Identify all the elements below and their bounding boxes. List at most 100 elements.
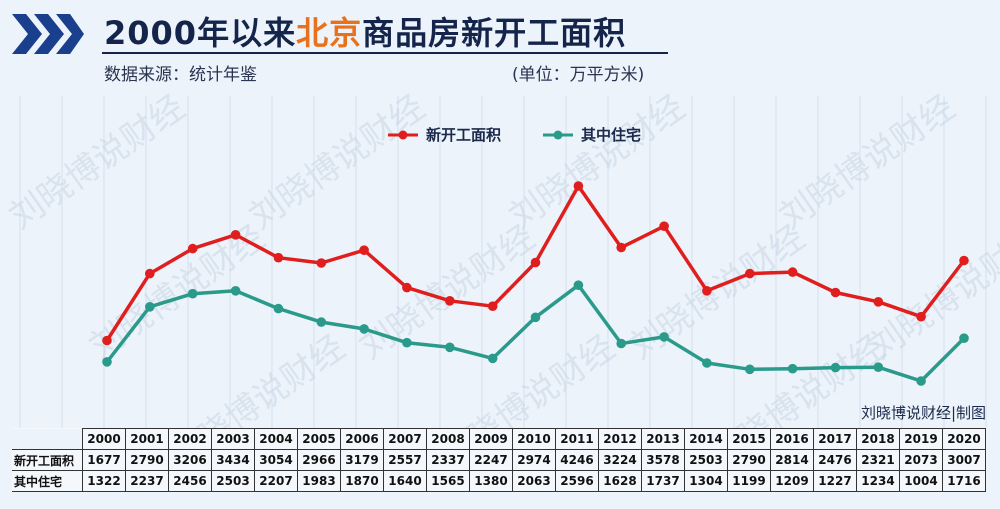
table-value-cell: 2247 [469,449,513,471]
data-point [573,181,584,191]
data-point [145,302,155,312]
table-value-cell: 1322 [82,470,126,492]
table-value-cell: 3179 [340,449,384,471]
data-point [616,338,626,349]
table-value-cell: 2557 [383,449,427,471]
table-value-cell: 3206 [168,449,212,471]
table-value-cell: 1304 [684,470,728,492]
data-point [702,286,712,296]
data-point [187,288,198,299]
watermark-text: 刘晓博说财经 [242,88,432,238]
title-underline [102,52,668,54]
table-year-cell: 2015 [727,428,771,450]
table-year-cell: 2020 [942,428,986,450]
table-value-cell: 2596 [555,470,599,492]
data-point [102,335,112,346]
table-value-cell: 3224 [598,449,642,471]
table-row-new-starts: 新开工面积 1677 2790 3206 3434 3054 2966 3179 2557 233… [12,449,986,471]
table-row-label: 其中住宅 [12,470,83,492]
data-point [487,301,498,312]
table-value-cell: 2790 [727,449,771,471]
data-point [787,267,798,277]
data-point [230,286,241,296]
page-title: 2000年以来北京商品房新开工面积 [104,14,627,52]
legend-item-residential: 其中住宅 [541,124,641,145]
data-point [830,362,841,373]
data-point [916,311,926,322]
data-point [573,280,584,291]
table-row-label: 新开工面积 [12,449,83,471]
data-point [873,297,884,307]
table-year-cell: 2001 [125,428,169,450]
table-value-cell: 1737 [641,470,685,492]
table-value-cell: 2503 [211,470,255,492]
table-value-cell: 2063 [512,470,556,492]
credit-note: 刘晓博说财经|制图 [860,404,986,422]
legend-marker-red [388,130,418,139]
table-value-cell: 1199 [727,470,771,492]
data-point [659,221,669,231]
table-value-cell: 3434 [211,449,255,471]
table-value-cell: 3578 [641,449,685,471]
table-year-cell: 2008 [426,428,470,450]
table-value-cell: 2974 [512,449,556,471]
table-value-cell: 2456 [168,470,212,492]
table-year-cell: 2010 [512,428,556,450]
table-value-cell: 1716 [942,470,986,492]
data-point [402,282,412,293]
data-point [487,353,498,364]
table-value-cell: 2073 [899,449,943,471]
data-point [959,255,969,266]
table-year-cell: 2014 [684,428,728,450]
table-year-cell: 2005 [297,428,341,450]
table-value-cell: 2503 [684,449,728,471]
table-header-row: 2000 2001 2002 2003 2004 2005 2006 2007 2008 2009… [12,428,986,450]
table-value-cell: 1227 [813,470,857,492]
data-point [316,317,327,327]
data-point [102,357,112,367]
data-point [445,296,455,306]
legend-item-new-starts: 新开工面积 [386,124,501,145]
table-year-cell: 2009 [469,428,513,450]
table-corner [12,428,83,450]
data-point [830,287,841,298]
table-year-cell: 2018 [856,428,900,450]
watermark-text: 刘晓博说财经 [622,218,812,368]
table-year-cell: 2003 [211,428,255,450]
watermark-text: 刘晓博说财经 [772,88,962,238]
data-point [616,242,626,253]
table-value-cell: 2237 [125,470,169,492]
table-year-cell: 2019 [899,428,943,450]
data-point [402,337,412,348]
table-year-cell: 2007 [383,428,427,450]
table-value-cell: 1004 [899,470,943,492]
table-value-cell: 1628 [598,470,642,492]
data-point [959,333,969,344]
table-year-cell: 2016 [770,428,814,450]
table-value-cell: 1209 [770,470,814,492]
data-point [787,363,798,374]
table-year-cell: 2004 [254,428,298,450]
table-value-cell: 2966 [297,449,341,471]
data-point [530,257,541,268]
data-point [316,258,327,268]
table-year-cell: 2017 [813,428,857,450]
chevron-logo-icon [12,14,84,54]
data-point [702,358,712,368]
table-value-cell: 2476 [813,449,857,471]
legend-marker-teal [543,130,574,139]
data-point [659,332,669,342]
data-point [873,362,884,373]
title-highlight: 北京 [296,14,363,52]
watermark-text: 刘晓博说财经 [2,88,192,238]
table-value-cell: 1983 [297,470,341,492]
table-value-cell: 3054 [254,449,298,471]
table-year-cell: 2002 [168,428,212,450]
data-point [145,268,155,279]
table-row-residential: 其中住宅 1322 2237 2456 2503 2207 1983 1870 1640 1565… [12,470,986,492]
table-year-cell: 2012 [598,428,642,450]
table-value-cell: 1870 [340,470,384,492]
source-note: 数据来源：统计年鉴 [104,65,257,85]
table-year-cell: 2013 [641,428,685,450]
data-point [530,312,541,323]
